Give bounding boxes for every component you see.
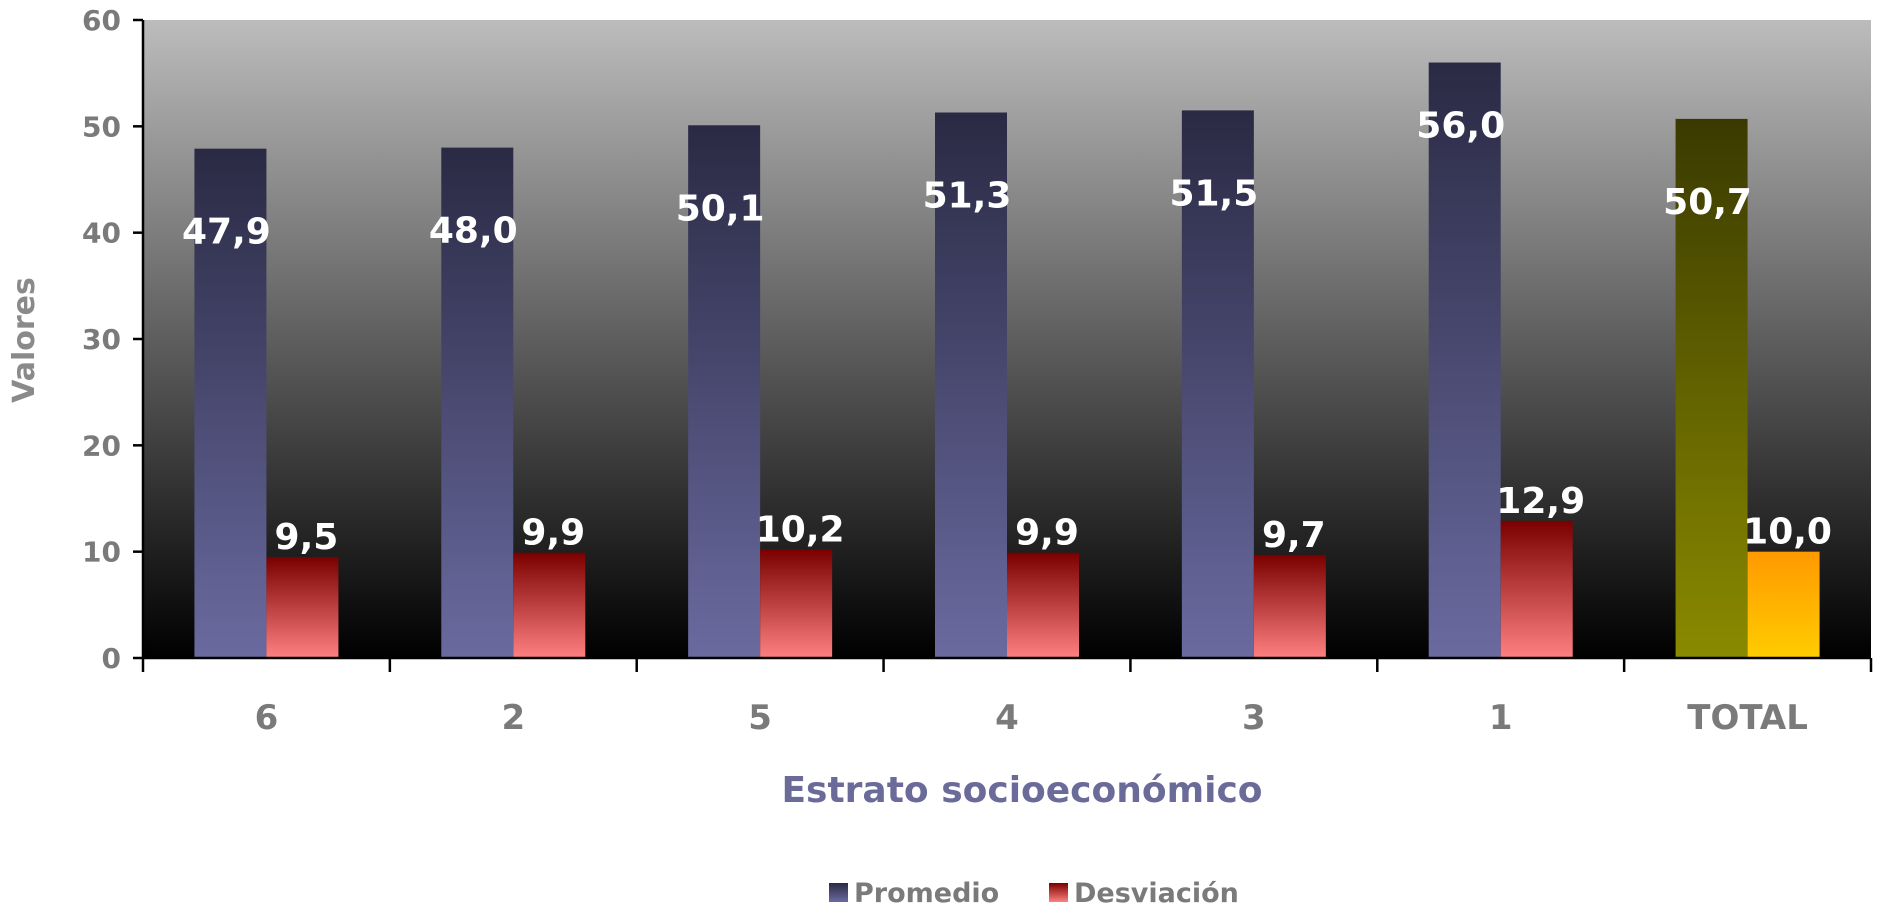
data-label-desviacion: 9,7	[1262, 515, 1326, 556]
data-label-desviacion: 10,0	[1743, 512, 1832, 553]
data-label-promedio: 51,5	[1169, 173, 1258, 214]
bar-desviacion	[760, 549, 833, 658]
x-tick-label: 5	[748, 698, 772, 738]
bar-desviacion	[1500, 520, 1573, 658]
legend-label-desviacion: Desviación	[1074, 878, 1239, 909]
y-tick-label: 40	[82, 217, 121, 250]
data-label-desviacion: 9,9	[1015, 513, 1079, 554]
data-labels-group: 47,9 9,5 48,0 9,9 50,1 10,2 51,3 9,9 51,5 9,7 56,0…	[182, 106, 1832, 558]
data-label-promedio: 48,0	[429, 211, 518, 252]
y-tick-label: 30	[82, 323, 121, 356]
bar-promedio	[194, 148, 267, 658]
data-label-promedio: 56,0	[1416, 106, 1505, 147]
x-tick-label: TOTAL	[1687, 698, 1808, 738]
y-axis-ticks: 0 10 20 30 40 50 60	[82, 4, 143, 675]
legend-swatch-promedio	[829, 883, 848, 902]
bar-desviacion	[1253, 554, 1326, 658]
data-label-desviacion: 9,9	[521, 513, 585, 554]
legend-swatch-desviacion	[1049, 883, 1068, 902]
bar-promedio	[1428, 62, 1501, 659]
bar-promedio	[1181, 110, 1254, 659]
y-tick-label: 50	[82, 110, 121, 143]
bar-promedio	[688, 125, 761, 658]
x-tick-label: 1	[1489, 698, 1513, 738]
data-label-promedio: 50,1	[676, 188, 765, 229]
data-label-desviacion: 9,5	[275, 517, 339, 558]
bar-promedio	[441, 147, 514, 658]
x-tick-label: 6	[255, 698, 279, 738]
x-axis-title: Estrato socioeconómico	[781, 770, 1262, 811]
bar-desviacion	[513, 552, 586, 658]
data-label-desviacion: 10,2	[756, 510, 845, 551]
bar-desviacion	[266, 556, 339, 658]
legend: Promedio Desviación	[829, 878, 1239, 909]
data-label-promedio: 50,7	[1663, 182, 1752, 223]
x-tick-label: 4	[995, 698, 1019, 738]
y-tick-label: 60	[82, 4, 121, 37]
bar-promedio	[1675, 118, 1748, 658]
y-tick-label: 0	[102, 642, 121, 675]
bar-desviacion	[1007, 552, 1079, 658]
x-axis-ticks: 6 2 5 4 3 1 TOTAL	[141, 658, 1873, 738]
x-tick-label: 3	[1242, 698, 1266, 738]
bar-desviacion	[1747, 551, 1820, 658]
data-label-promedio: 51,3	[923, 176, 1012, 217]
y-tick-label: 20	[82, 429, 121, 462]
bars-group	[194, 62, 1820, 659]
y-axis-title: Valores	[7, 277, 42, 403]
data-label-promedio: 47,9	[182, 212, 271, 253]
y-tick-label: 10	[82, 536, 121, 569]
bar-promedio	[935, 112, 1007, 658]
legend-label-promedio: Promedio	[854, 878, 999, 909]
data-label-desviacion: 12,9	[1496, 481, 1585, 522]
x-tick-label: 2	[501, 698, 525, 738]
